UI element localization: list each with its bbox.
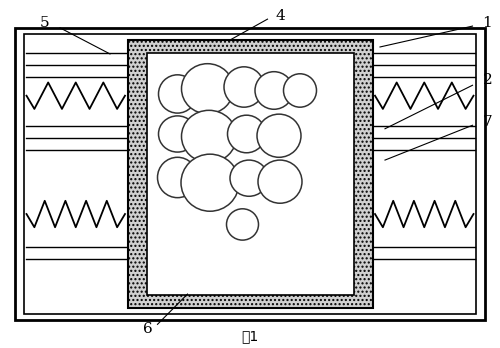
Text: 1: 1: [482, 16, 492, 30]
Ellipse shape: [255, 72, 293, 109]
Ellipse shape: [284, 74, 316, 107]
Ellipse shape: [181, 154, 239, 211]
Ellipse shape: [230, 160, 268, 196]
Bar: [15, 28, 485, 320]
Ellipse shape: [158, 116, 196, 152]
Bar: [128, 40, 372, 308]
Text: 2: 2: [482, 73, 492, 87]
Ellipse shape: [182, 110, 236, 163]
Ellipse shape: [226, 209, 258, 240]
Text: 4: 4: [275, 9, 285, 23]
Text: 图1: 图1: [242, 329, 258, 343]
Ellipse shape: [228, 115, 266, 153]
Ellipse shape: [158, 157, 198, 198]
Text: 5: 5: [40, 16, 50, 30]
Bar: [24, 34, 476, 314]
Text: 6: 6: [142, 322, 152, 336]
Ellipse shape: [182, 64, 234, 114]
Bar: [146, 53, 354, 295]
Ellipse shape: [158, 75, 196, 113]
Ellipse shape: [258, 160, 302, 203]
Text: 7: 7: [482, 115, 492, 129]
Ellipse shape: [224, 67, 264, 107]
Ellipse shape: [257, 114, 301, 157]
